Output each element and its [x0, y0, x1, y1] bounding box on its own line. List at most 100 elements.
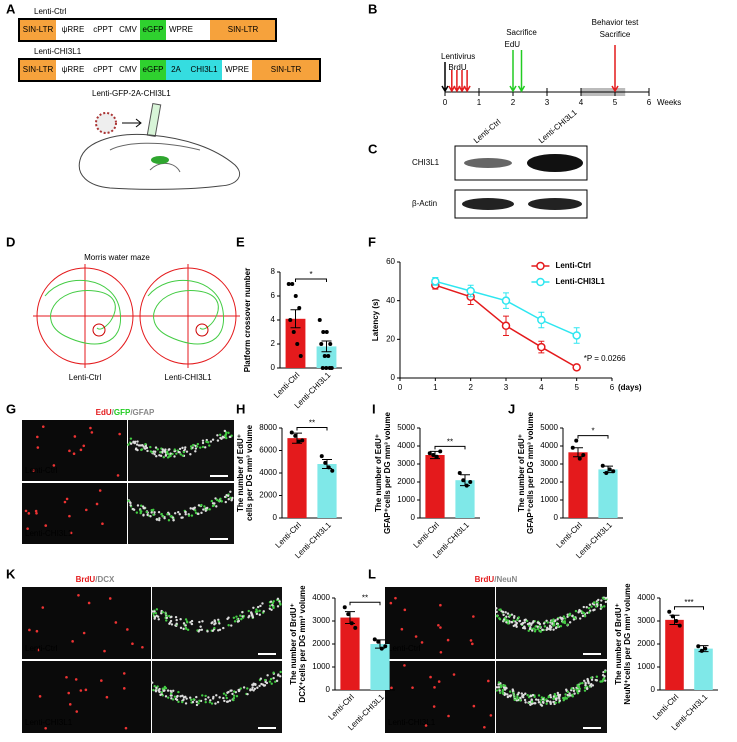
y-tick-label: 5000	[397, 423, 415, 432]
data-point	[291, 330, 296, 334]
y-axis-label: GFAP⁺cells per DG mm³ volume	[526, 411, 535, 534]
band	[464, 158, 512, 168]
stain	[275, 679, 279, 683]
y-tick-label: 0	[271, 363, 276, 372]
cell-dot	[79, 689, 83, 692]
stain	[536, 625, 539, 628]
stain	[562, 699, 565, 702]
stain	[208, 444, 211, 447]
y-tick-label: 1000	[397, 495, 415, 504]
y-tick-label: 2000	[540, 477, 558, 486]
y-tick-label: 1000	[540, 495, 558, 504]
brdu-arrow	[453, 70, 461, 93]
stain	[604, 600, 608, 604]
x-tick-label: 1	[433, 383, 438, 392]
segment-label: ψRRE	[62, 65, 85, 74]
cell-dot	[82, 444, 86, 448]
y-axis-label: The number of EdU⁺	[517, 434, 526, 512]
stain	[501, 610, 505, 614]
micro-image	[385, 661, 495, 733]
stain	[595, 675, 599, 678]
stain	[279, 603, 282, 606]
cell-dot	[437, 623, 440, 627]
stain	[204, 446, 207, 449]
y-tick-label: 40	[386, 296, 395, 305]
construct-segment	[186, 60, 222, 80]
title-part: /GFAP	[130, 408, 155, 417]
stain	[226, 494, 230, 497]
data-point	[376, 639, 381, 644]
syringe	[146, 102, 162, 138]
stain	[584, 683, 587, 687]
stain	[531, 629, 534, 632]
y-tick-label: 3000	[312, 616, 330, 625]
stain	[279, 675, 282, 678]
band	[528, 198, 582, 210]
cell-dot	[63, 500, 67, 504]
band-label: CHI3L1	[412, 158, 440, 167]
legend-marker	[536, 277, 545, 287]
cell-dot	[84, 508, 88, 512]
stain	[272, 676, 275, 680]
stain	[200, 511, 203, 515]
stain	[144, 443, 147, 446]
significance-label: **	[309, 419, 315, 428]
stain	[210, 702, 214, 705]
stain	[155, 518, 159, 521]
stain	[552, 700, 555, 704]
stain	[204, 698, 207, 701]
stain	[501, 690, 504, 693]
stain	[272, 600, 275, 603]
data-point	[383, 644, 388, 649]
cell-dot	[433, 686, 436, 689]
data-point	[572, 331, 581, 340]
stain	[236, 618, 239, 621]
panel-label: I	[372, 401, 376, 416]
stain	[541, 698, 545, 701]
stain	[184, 446, 187, 449]
stain	[503, 693, 506, 697]
stain	[524, 692, 527, 695]
stain	[228, 699, 232, 702]
stain	[201, 620, 204, 623]
stain	[204, 509, 207, 513]
stain	[602, 597, 605, 600]
stain	[593, 608, 596, 611]
group-label: Lenti-Ctrl	[69, 373, 102, 382]
stain	[585, 606, 588, 609]
segment-label: SIN-LTR	[23, 65, 54, 74]
significance-label: *	[591, 427, 594, 436]
cell-dot	[69, 531, 73, 535]
stain	[510, 620, 513, 624]
stain	[230, 498, 234, 501]
stain	[172, 519, 175, 522]
significance-bracket	[674, 606, 704, 610]
stain	[519, 696, 522, 700]
stain	[181, 446, 184, 450]
timeline-unit: Weeks	[657, 98, 681, 107]
cell-dot	[100, 679, 103, 682]
stain	[566, 693, 570, 697]
group-label: Lenti-CHI3L1	[164, 373, 212, 382]
stain	[202, 508, 205, 511]
y-tick-label: 4000	[540, 441, 558, 450]
stain	[530, 700, 534, 703]
cell-dot	[44, 524, 48, 527]
edu-arrow	[509, 50, 517, 93]
stain	[497, 683, 500, 686]
data-point	[696, 644, 701, 649]
cell-dot	[65, 497, 69, 501]
stain	[170, 697, 173, 700]
data-point	[501, 296, 511, 305]
stain	[268, 607, 272, 610]
stain	[577, 611, 580, 614]
stain	[162, 689, 165, 693]
data-point	[607, 467, 612, 472]
stain	[583, 679, 586, 683]
segment-label: cPPT	[93, 65, 113, 74]
panel-label: F	[368, 234, 376, 249]
cell-dot	[400, 627, 404, 631]
stain	[127, 443, 130, 446]
stain	[590, 605, 593, 608]
data-point	[457, 471, 462, 475]
